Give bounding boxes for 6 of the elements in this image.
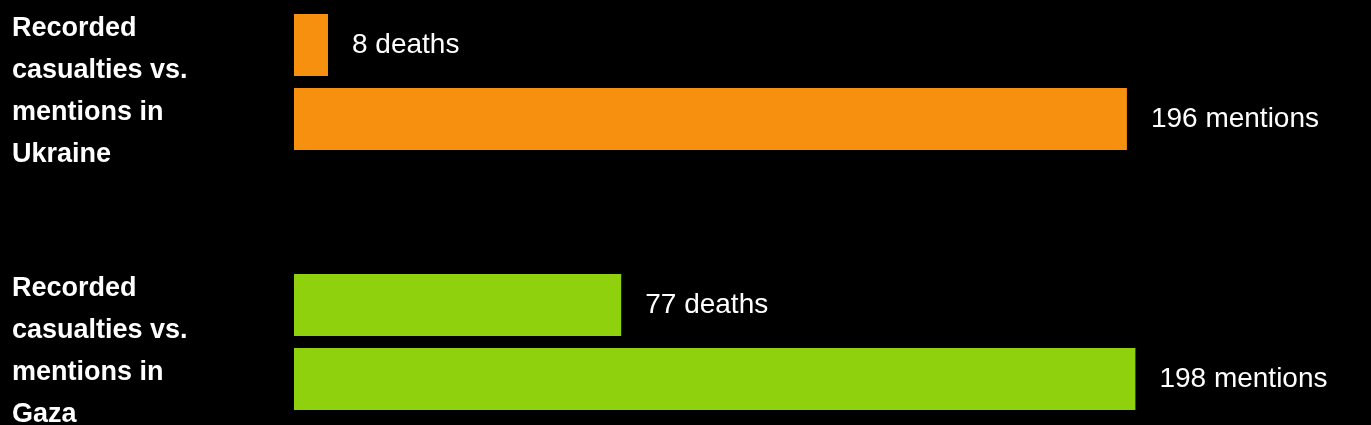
text: Recorded casualties vs. mentions in Ukraine (12, 11, 189, 170)
data-label: 198 mentions (1159, 361, 1328, 393)
text: Recorded casualties vs. mentions in Gaza (12, 271, 189, 425)
data-label: 8 deaths (352, 27, 460, 59)
data-label: 196 mentions (1150, 101, 1320, 133)
data-label: 77 deaths (645, 287, 769, 319)
